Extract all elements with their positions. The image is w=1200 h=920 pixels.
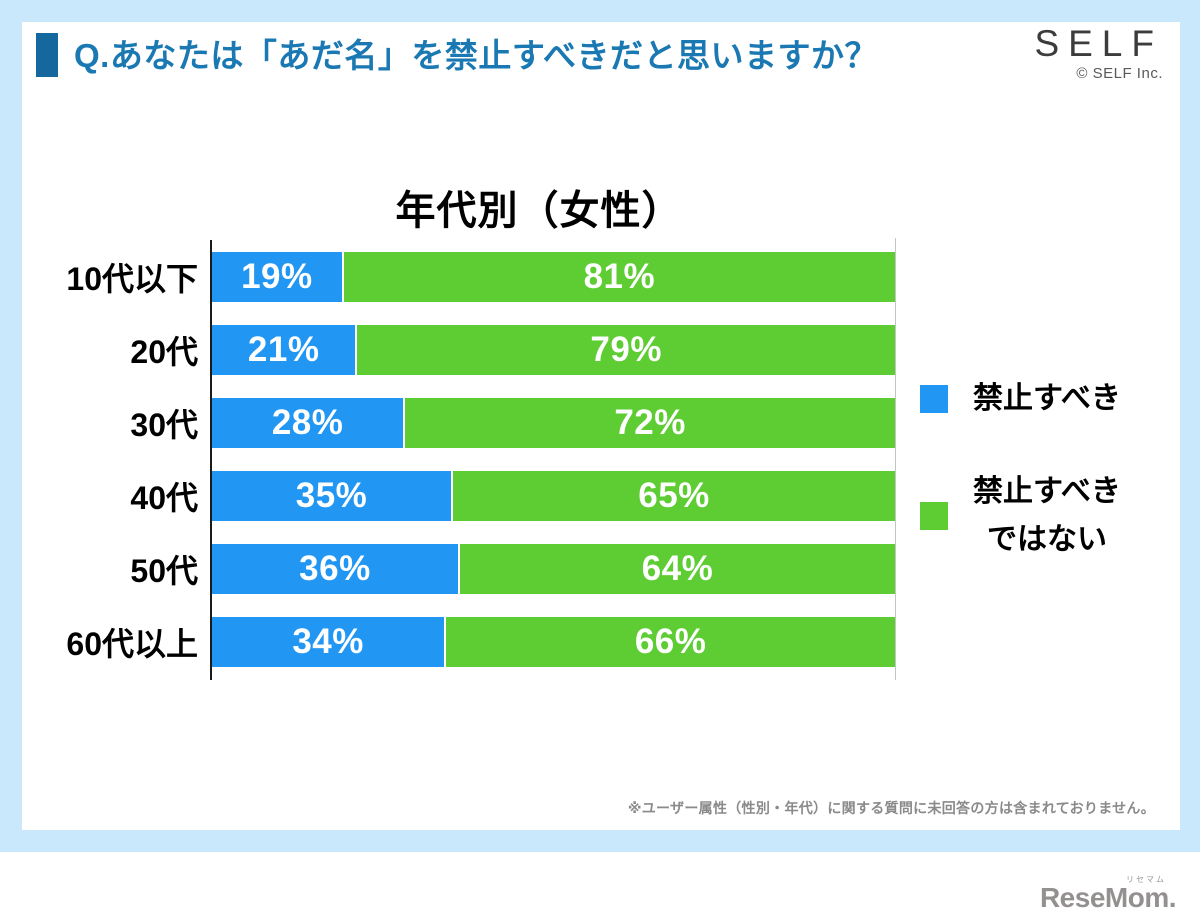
bar-segment-no-ban: 65% [451, 470, 895, 521]
bar-segment-ban: 36% [212, 543, 458, 594]
legend-label-line2: ではない [986, 523, 1107, 557]
bar-segment-ban: 35% [212, 470, 452, 521]
legend-item-no-ban: 禁止すべき ではない [920, 468, 1170, 565]
resemom-logo: リセマム ReseMom. [1039, 875, 1177, 913]
stacked-bar: 34% 66% [212, 616, 895, 667]
legend-label: 禁止すべき [973, 382, 1121, 415]
category-label: 30代 [130, 406, 198, 443]
question-title: Q.あなたは「あだ名」を禁止すべきだと思いますか？ [74, 37, 879, 74]
bar-row: 19% 81% [212, 240, 895, 313]
y-axis-line [210, 240, 212, 680]
bar-segment-ban: 34% [212, 616, 445, 667]
bar-value-label: 19% [241, 256, 313, 296]
legend-swatch-green [920, 502, 948, 531]
chart-title: 年代別（女性） [395, 189, 683, 233]
bar-value-label: 81% [583, 256, 656, 296]
footnote: ※ユーザー属性（性別・年代）に関する質問に未回答の方は含まれておりません。 [627, 800, 1155, 816]
header-accent-bar [36, 33, 58, 77]
bar-value-label: 36% [299, 548, 371, 588]
bar-plot: 19% 81% 21% 79% [212, 240, 895, 678]
legend-label-line1: 禁止すべき [973, 474, 1121, 508]
stacked-bar: 35% 65% [212, 470, 895, 521]
category-label: 60代以上 [66, 625, 198, 662]
bar-segment-no-ban: 64% [457, 543, 895, 594]
category-labels: 10代以下 20代 30代 40代 50代 60代以上 [22, 240, 198, 678]
stacked-bar: 21% 79% [212, 324, 895, 375]
content-card: Q.あなたは「あだ名」を禁止すべきだと思いますか？ SELF © SELF In… [22, 22, 1180, 830]
bar-row: 36% 64% [212, 532, 895, 605]
category-label: 40代 [130, 479, 198, 516]
bar-row: 34% 66% [212, 605, 895, 678]
category-label: 10代以下 [66, 260, 198, 297]
bar-value-label: 21% [247, 329, 320, 369]
bar-row: 28% 72% [212, 386, 895, 459]
bar-segment-no-ban: 72% [403, 397, 895, 448]
bar-value-label: 66% [634, 621, 707, 661]
self-copyright: © SELF Inc. [1076, 65, 1163, 82]
bar-value-label: 64% [641, 548, 714, 588]
legend: 禁止すべき 禁止すべき ではない [920, 375, 1170, 565]
plot-right-border [895, 238, 896, 680]
legend-item-ban: 禁止すべき [920, 375, 1170, 424]
resemom-ruby-text: リセマム [1126, 875, 1166, 884]
stacked-bar: 28% 72% [212, 397, 895, 448]
legend-swatch-blue [920, 385, 948, 414]
bar-value-label: 28% [271, 402, 344, 442]
bar-value-label: 79% [590, 329, 662, 369]
resemom-logo-text: ReseMom. [1039, 882, 1177, 913]
category-label: 50代 [130, 552, 198, 589]
bar-row: 35% 65% [212, 459, 895, 532]
self-logo: SELF [1034, 23, 1163, 64]
bar-segment-no-ban: 66% [444, 616, 895, 667]
bar-segment-ban: 28% [212, 397, 404, 448]
bar-value-label: 34% [292, 621, 364, 661]
stacked-bar: 36% 64% [212, 543, 895, 594]
stacked-bar: 19% 81% [212, 251, 895, 302]
bar-segment-no-ban: 81% [341, 251, 895, 302]
category-label: 20代 [130, 333, 198, 370]
bar-value-label: 35% [295, 475, 368, 515]
legend-label: 禁止すべき ではない [973, 468, 1121, 565]
bar-segment-no-ban: 79% [355, 324, 895, 375]
bar-value-label: 65% [638, 475, 710, 515]
bar-segment-ban: 19% [212, 251, 342, 302]
bar-row: 21% 79% [212, 313, 895, 386]
bar-segment-ban: 21% [212, 324, 356, 375]
bar-value-label: 72% [614, 402, 686, 442]
